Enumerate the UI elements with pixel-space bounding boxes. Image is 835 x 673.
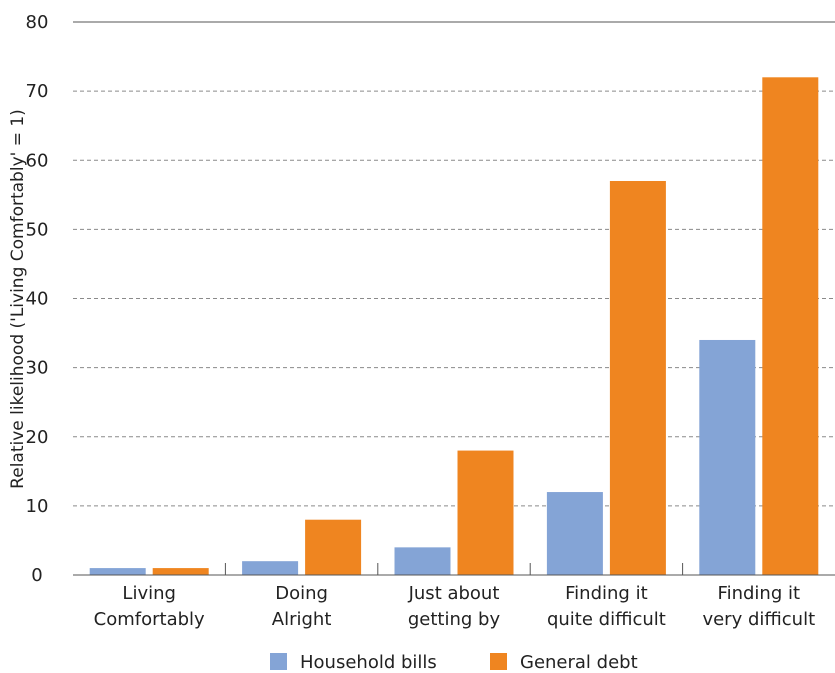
x-category-label: Doing Alright (272, 583, 332, 630)
y-tick-label: 20 (26, 427, 49, 448)
legend-swatch (490, 653, 507, 670)
y-tick-label: 50 (26, 219, 49, 240)
x-axis-labels: Living Comfortably Doing Alright Just about g… (94, 583, 815, 630)
y-tick-label: 0 (31, 565, 42, 586)
bar-general-debt-2 (457, 450, 514, 575)
bar-household-bills-1 (242, 561, 299, 575)
x-axis (73, 563, 835, 576)
legend-swatch (270, 653, 287, 670)
y-tick-label: 10 (26, 496, 49, 517)
y-axis-ticks: 0 10 20 30 40 50 60 70 80 (26, 12, 49, 586)
legend: Household bills General debt (270, 652, 638, 673)
x-category-label: Just about getting by (408, 583, 501, 630)
y-tick-label: 80 (26, 12, 49, 33)
y-axis-title: Relative likelihood ('Living Comfortably… (8, 109, 28, 489)
bars (89, 77, 819, 576)
legend-label: General debt (520, 652, 638, 673)
bar-household-bills-0 (89, 568, 146, 575)
y-tick-label: 70 (26, 81, 49, 102)
y-tick-label: 40 (26, 289, 49, 310)
x-category-label: Finding it quite difficult (547, 583, 666, 630)
legend-label: Household bills (300, 652, 437, 673)
bar-general-debt-4 (762, 77, 819, 576)
y-tick-label: 60 (26, 150, 49, 171)
bar-general-debt-1 (305, 519, 362, 575)
bar-household-bills-4 (699, 339, 756, 575)
bar-household-bills-3 (546, 492, 603, 575)
x-category-label: Living Comfortably (94, 583, 205, 630)
bar-general-debt-3 (609, 180, 666, 576)
x-category-label: Finding it very difficult (702, 583, 815, 630)
bar-general-debt-0 (152, 568, 209, 575)
y-tick-label: 30 (26, 358, 49, 379)
gridlines (73, 21, 835, 507)
bar-household-bills-2 (394, 547, 451, 575)
